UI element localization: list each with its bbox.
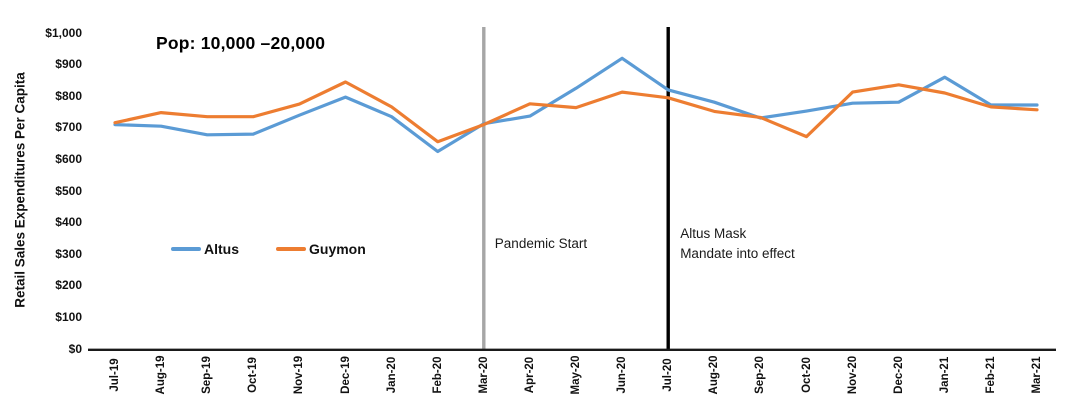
- x-tick-label: Sep-19: [201, 356, 214, 394]
- y-tick-label: $300: [55, 246, 82, 261]
- legend: Altus Guymon: [171, 241, 403, 257]
- altus-legend-label: Altus: [204, 241, 239, 257]
- y-tick-label: $500: [55, 183, 82, 198]
- x-tick-label: Nov-19: [293, 355, 306, 395]
- x-tick-label: Mar-20: [477, 356, 490, 394]
- x-tick-label: Sep-20: [754, 356, 767, 394]
- x-tick-label: Oct-19: [247, 357, 260, 393]
- y-tick-label: $400: [55, 215, 82, 230]
- x-tick-label: Jan-21: [938, 356, 951, 394]
- y-tick-label: $800: [55, 88, 82, 103]
- guymon-legend-label: Guymon: [309, 241, 366, 257]
- x-tick-label: Oct-20: [800, 357, 813, 393]
- altus-line-swatch: [171, 247, 201, 251]
- x-tick-label: Nov-20: [846, 355, 859, 395]
- y-tick-label: $200: [55, 278, 82, 293]
- x-tick-label: Jun-20: [616, 356, 629, 394]
- x-tick-label: Aug-20: [708, 355, 721, 395]
- x-tick-label: Dec-20: [892, 356, 905, 394]
- y-tick-label: $100: [55, 309, 82, 324]
- legend-item-altus: Altus: [171, 241, 239, 257]
- y-tick-label: $1,000: [45, 25, 82, 40]
- y-tick-label: $700: [55, 120, 82, 135]
- x-tick-label: Jul-20: [662, 358, 675, 392]
- altus-series-line: [113, 56, 1039, 154]
- y-tick-label: $600: [55, 151, 82, 166]
- x-tick-label: Mar-21: [1031, 356, 1043, 394]
- guymon-series-line: [113, 80, 1039, 144]
- x-tick-label: Jul-19: [109, 358, 121, 392]
- y-tick-label: $900: [55, 57, 82, 72]
- pandemic-start-annotation: Pandemic Start: [494, 236, 588, 251]
- x-tick-label: Apr-20: [523, 356, 536, 394]
- mask-mandate-annotation: Altus Mask Mandate into effect: [680, 226, 795, 261]
- x-tick-label: May-20: [570, 355, 582, 395]
- x-tick-label: Aug-19: [155, 355, 168, 395]
- x-tick-label: Dec-19: [339, 356, 352, 394]
- legend-item-guymon: Guymon: [276, 241, 366, 257]
- guymon-line-swatch: [276, 247, 306, 251]
- x-tick-label: Jan-20: [385, 356, 398, 394]
- chart-title: Pop: 10,000 –20,000: [156, 33, 326, 53]
- x-tick-label: Feb-20: [431, 356, 444, 394]
- x-tick-label: Feb-21: [984, 356, 997, 394]
- y-tick-label: $0: [68, 341, 82, 356]
